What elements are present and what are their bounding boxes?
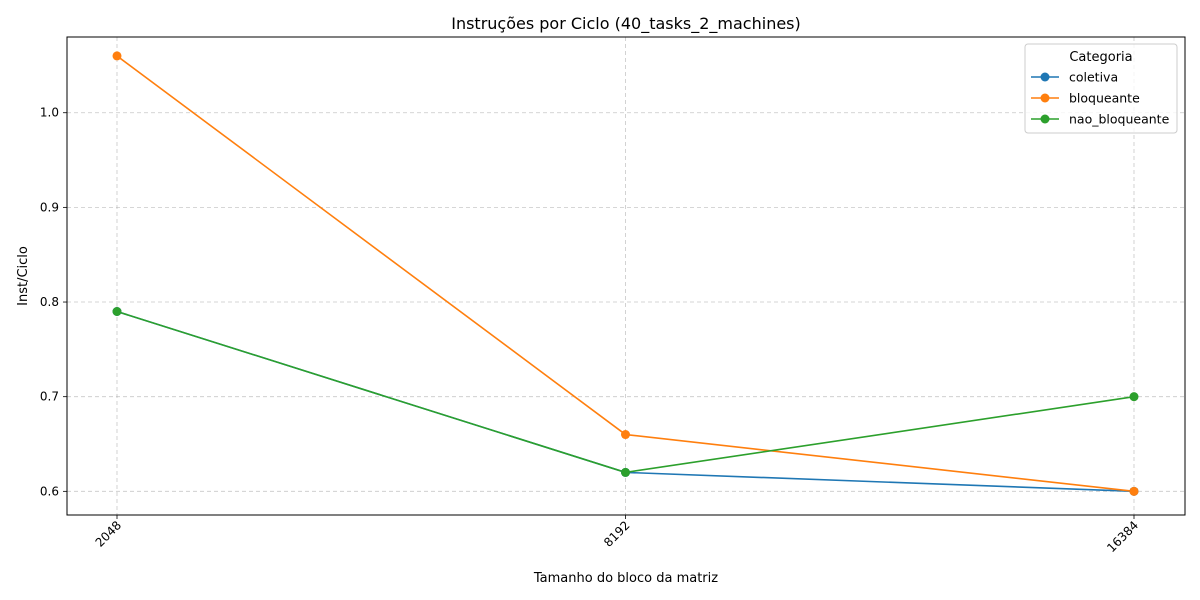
- data-point-bloqueante: [621, 430, 630, 440]
- data-point-nao_bloqueante: [112, 306, 122, 316]
- legend-title: Categoria: [1069, 50, 1132, 65]
- x-axis-label: Tamanho do bloco da matriz: [533, 571, 718, 586]
- legend-marker-nao_bloqueante: [1040, 114, 1050, 124]
- legend-label: bloqueante: [1069, 91, 1140, 106]
- data-point-nao_bloqueante: [621, 467, 630, 477]
- y-axis-ticks: 0.6 0.7 0.8 0.9 1.0: [40, 106, 67, 498]
- data-point-bloqueante: [112, 51, 122, 61]
- y-tick-label: 1.0: [40, 106, 59, 120]
- chart-title: Instruções por Ciclo (40_tasks_2_machine…: [451, 14, 801, 34]
- y-tick-label: 0.6: [40, 484, 59, 498]
- legend-marker-bloqueante: [1040, 93, 1050, 103]
- legend-label: coletiva: [1069, 70, 1118, 85]
- legend-box: [1024, 43, 1178, 134]
- y-axis-label: Inst/Ciclo: [16, 246, 31, 306]
- legend: Categoria coletiva bloqueante nao_bloquean…: [1024, 43, 1178, 134]
- y-tick-label: 0.8: [40, 295, 59, 309]
- legend-label: nao_bloqueante: [1069, 112, 1170, 127]
- plot-frame: [66, 36, 1186, 516]
- legend-marker-coletiva: [1040, 72, 1050, 82]
- series-points: [112, 51, 1139, 496]
- y-tick-label: 0.7: [40, 390, 59, 404]
- legend-items: coletiva bloqueante nao_bloqueante: [1031, 70, 1170, 127]
- data-point-nao_bloqueante: [1129, 392, 1139, 402]
- data-point-bloqueante: [1129, 486, 1139, 496]
- y-tick-label: 0.9: [40, 200, 59, 214]
